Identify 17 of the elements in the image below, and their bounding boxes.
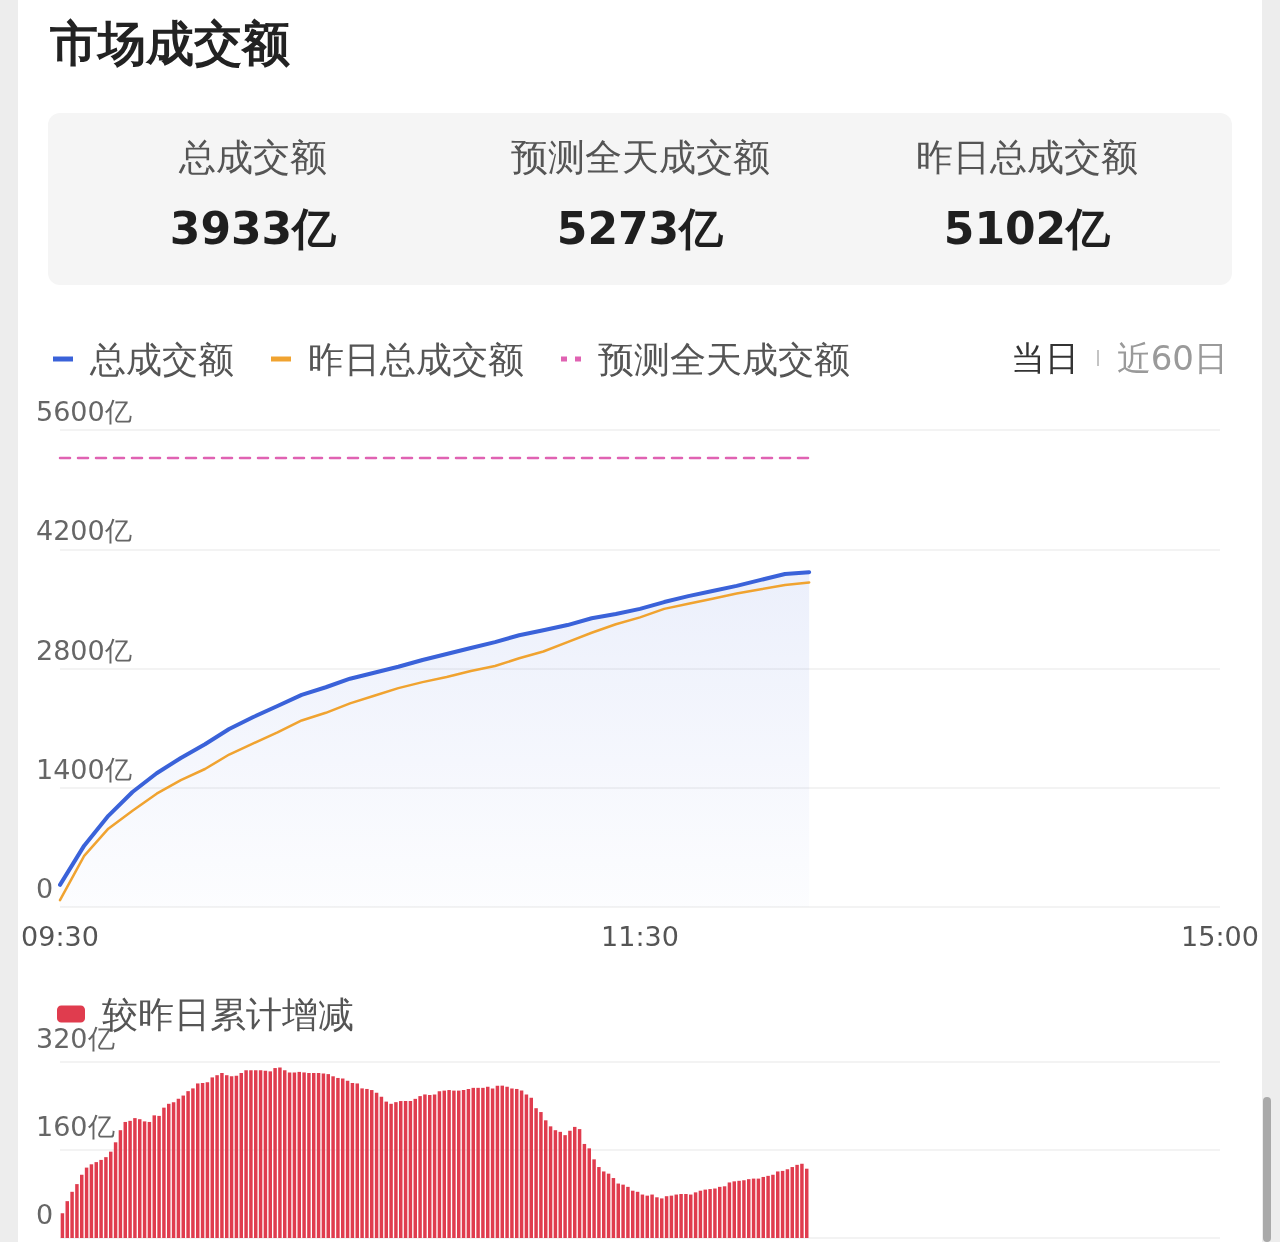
text: 近60日	[1116, 337, 1228, 380]
y-tick-label: 160亿	[36, 1111, 115, 1142]
x-tick-label: 11:30	[601, 921, 679, 952]
legend-label: 昨日总成交额	[308, 338, 524, 380]
y-tick-label: 1400亿	[36, 753, 132, 785]
y-tick-label: 0	[36, 1199, 54, 1230]
stats-panel: 总成交额 3933亿 预测全天成交额 5273亿 昨日总成交额 5102亿	[48, 113, 1232, 285]
text: 市场成交额	[50, 14, 290, 73]
legend-label: 总成交额	[89, 338, 234, 380]
y-tick-label: 2800亿	[36, 634, 132, 666]
x-tick-label: 09:30	[21, 921, 99, 952]
y-tick-label: 5600亿	[36, 396, 132, 427]
text: 当日	[1010, 337, 1079, 380]
legend-label: 预测全天成交额	[598, 338, 850, 380]
y-tick-label: 4200亿	[36, 515, 132, 547]
x-tick-label: 15:00	[1181, 921, 1259, 952]
y-tick-label: 0	[36, 873, 54, 904]
